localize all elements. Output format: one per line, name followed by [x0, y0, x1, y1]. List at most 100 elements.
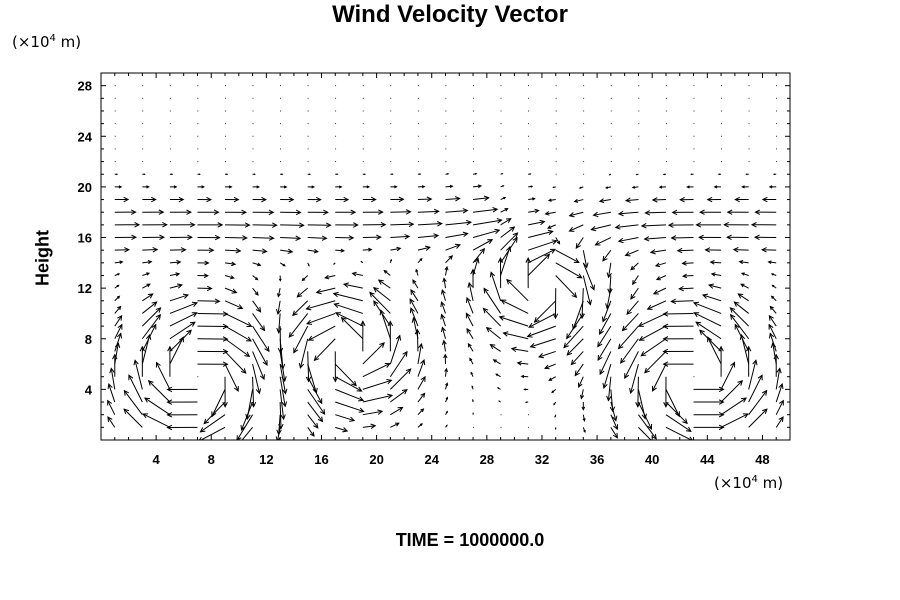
vector-arrowhead	[440, 289, 446, 295]
vector-arrowhead	[441, 339, 447, 346]
vector-arrow	[472, 239, 493, 251]
vector-arrowhead	[166, 386, 173, 393]
vector-arrowhead	[342, 282, 349, 288]
vector-arrow	[528, 221, 545, 226]
vector-arrowhead	[379, 309, 385, 316]
vector-arrow	[608, 262, 612, 278]
vector-arrowhead	[176, 259, 182, 265]
vector-arrowhead	[351, 271, 357, 277]
vector-arrowhead	[155, 307, 162, 313]
vector-arrow	[335, 401, 364, 413]
vector-arrowhead	[658, 185, 663, 189]
vector-arrow	[335, 376, 362, 392]
vector-arrowhead	[474, 172, 478, 175]
vector-arrow	[390, 223, 414, 226]
vector-arrowhead	[533, 317, 540, 323]
vector-arrowhead	[342, 427, 349, 433]
vector-arrowhead	[237, 304, 244, 310]
vector-arrowhead	[275, 308, 282, 315]
vector-arrow	[528, 230, 553, 239]
x-axis-unit: (×104 m)	[714, 474, 783, 492]
vector-arrowhead	[421, 185, 426, 189]
x-axis: 4 8 12 16 20 24 28 32 36 40 44 48	[114, 73, 777, 467]
vector-arrowhead	[506, 218, 512, 224]
vector-arrow	[566, 338, 584, 356]
vector-arrowhead	[282, 388, 288, 395]
vector-arrow	[575, 237, 584, 249]
vector-arrowhead	[472, 398, 474, 401]
vector-arrow	[362, 248, 372, 251]
vector-arrowhead	[405, 368, 412, 374]
vector-arrowhead	[470, 371, 473, 375]
vector-arrowhead	[338, 185, 343, 189]
vector-arrowhead	[262, 360, 268, 366]
vector-arrowhead	[572, 323, 578, 331]
vector-arrowhead	[398, 196, 405, 203]
vector-arrowhead	[313, 248, 319, 254]
vector-arrowhead	[570, 359, 577, 366]
vector-arrowhead	[466, 219, 473, 226]
vector-arrowhead	[146, 272, 151, 276]
vector-arrowhead	[366, 185, 371, 189]
vector-arrow	[417, 246, 431, 251]
vector-arrowhead	[277, 347, 284, 354]
vector-arrowhead	[638, 335, 645, 341]
vector-arrowhead	[231, 261, 237, 267]
vector-arrow	[417, 198, 432, 201]
vector-arrowhead	[369, 291, 375, 298]
vector-arrowhead	[222, 336, 229, 342]
vector-arrow	[775, 368, 781, 390]
vector-arrow	[252, 351, 265, 380]
vector-arrow	[582, 262, 595, 290]
vector-arrow	[500, 208, 508, 213]
vector-arrow	[671, 300, 694, 302]
vector-arrow	[720, 362, 735, 390]
vector-arrowhead	[433, 233, 440, 239]
x-unit-tail: m)	[757, 474, 784, 492]
vector-arrow	[548, 376, 556, 381]
vector-arrowhead	[732, 247, 739, 253]
vector-arrowhead	[768, 314, 774, 321]
x-tick-label: 8	[208, 452, 215, 467]
vector-arrowhead	[417, 342, 424, 349]
vector-arrowhead	[276, 293, 281, 298]
vector-arrowhead	[589, 284, 595, 291]
vector-arrowhead	[325, 222, 332, 228]
vector-arrow	[362, 425, 376, 428]
vector-field	[107, 85, 784, 440]
vector-arrowhead	[119, 260, 124, 265]
vector-arrow	[730, 314, 750, 340]
vector-arrowhead	[410, 288, 416, 295]
vector-arrow	[610, 427, 618, 439]
x-unit-exponent: 4	[751, 474, 758, 485]
vector-arrow	[410, 289, 419, 302]
vector-arrowhead	[320, 409, 326, 416]
x-tick-label: 20	[369, 452, 383, 467]
vector-arrow	[224, 338, 250, 357]
vector-arrowhead	[621, 325, 628, 332]
vector-arrowhead	[729, 307, 736, 313]
vector-arrowhead	[573, 198, 579, 203]
vector-arrow	[593, 211, 611, 216]
vector-arrowhead	[631, 185, 636, 189]
vector-arrowhead	[118, 185, 123, 189]
vector-arrow	[389, 351, 408, 378]
vector-arrowhead	[676, 247, 683, 254]
vector-arrowhead	[550, 248, 556, 254]
vector-arrowhead	[761, 247, 767, 253]
vector-arrowhead	[544, 211, 550, 216]
vector-arrowhead	[617, 210, 624, 217]
vector-arrowhead	[281, 401, 288, 408]
vector-arrowhead	[383, 269, 388, 274]
vector-arrowhead	[147, 293, 154, 299]
vector-arrow	[224, 325, 252, 342]
vector-arrowhead	[520, 374, 525, 379]
vector-arrowhead	[662, 348, 669, 355]
vector-arrow	[625, 249, 639, 256]
vector-arrow	[466, 328, 474, 340]
vector-arrowhead	[640, 351, 647, 357]
vector-arrowhead	[613, 424, 619, 431]
vector-arrowhead	[244, 222, 251, 228]
vector-arrowhead	[718, 411, 725, 418]
y-tick-label: 28	[78, 79, 92, 94]
